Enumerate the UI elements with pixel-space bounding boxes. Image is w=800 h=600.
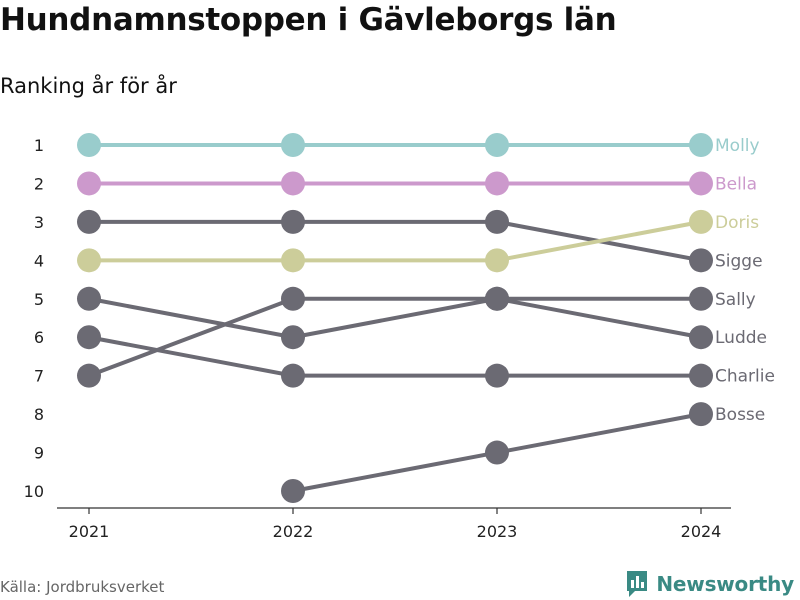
series-point-sigge (77, 209, 101, 234)
series-point-bella (77, 171, 101, 196)
series-point-molly (77, 133, 101, 157)
series-point-doris (77, 248, 101, 273)
series-point-molly (485, 133, 509, 157)
series-label-sigge: Sigge (715, 251, 763, 271)
series-point-bosse (281, 479, 305, 503)
x-tick-label: 2024 (681, 522, 722, 541)
series-lines (87, 143, 703, 493)
x-tick-label: 2022 (273, 522, 314, 541)
series-line-charlie-segment (87, 335, 295, 378)
series-line-bosse-segment (495, 412, 703, 455)
y-axis: 1 2 3 4 5 6 7 8 9 10 (24, 136, 44, 501)
brand-logo[interactable]: Newsworthy (625, 568, 794, 600)
series-line-doris-segment (495, 219, 703, 263)
series-point-charlie (281, 363, 305, 388)
series-point-molly (281, 133, 305, 157)
series-point-charlie (485, 363, 509, 388)
series-label-doris: Doris (715, 213, 759, 233)
series-line-ludde-segment (87, 296, 295, 340)
y-tick-label: 10 (24, 482, 44, 501)
series-point-sally (77, 363, 101, 388)
series-point-bella (281, 171, 305, 196)
series-point-sally (689, 286, 713, 311)
series-point-doris (689, 209, 713, 234)
bump-chart: 1 2 3 4 5 6 7 8 9 10 2021 2022 2023 2024 Charlie Boss… (24, 133, 775, 541)
series-label-sally: Sally (715, 290, 756, 310)
series-label-bosse: Bosse (715, 405, 765, 425)
series-label-bella: Bella (715, 174, 757, 194)
series-point-sigge (485, 209, 509, 234)
series-point-bella (689, 171, 713, 196)
y-tick-label: 4 (34, 251, 44, 270)
y-tick-label: 6 (34, 328, 44, 347)
series-point-bosse (689, 402, 713, 427)
y-tick-label: 3 (34, 213, 44, 232)
series-label-ludde: Ludde (715, 328, 767, 348)
series-point-doris (485, 248, 509, 273)
x-tick-label: 2021 (69, 522, 110, 541)
y-tick-label: 9 (34, 444, 44, 463)
series-points (77, 133, 713, 503)
y-tick-label: 7 (34, 367, 44, 386)
series-labels: Charlie Bosse Ludde Sally Sigge Doris Bella Mol… (715, 136, 775, 425)
x-tick-label: 2023 (477, 522, 518, 541)
series-label-molly: Molly (715, 136, 760, 156)
series-point-ludde (77, 286, 101, 311)
newsworthy-logo-icon (627, 571, 648, 597)
y-tick-label: 2 (34, 174, 44, 193)
series-point-sally (485, 286, 509, 311)
series-point-doris (281, 248, 305, 273)
series-point-ludde (281, 325, 305, 350)
series-point-molly (689, 133, 713, 157)
series-point-bosse (485, 440, 509, 465)
series-point-ludde (689, 325, 713, 350)
series-line-ludde-segment (495, 296, 703, 340)
series-point-bella (485, 171, 509, 196)
series-line-ludde-segment (291, 296, 499, 340)
series-point-charlie (689, 363, 713, 388)
series-point-sigge (689, 248, 713, 273)
series-point-sigge (281, 209, 305, 234)
x-axis: 2021 2022 2023 2024 (69, 508, 722, 541)
y-tick-label: 5 (34, 290, 44, 309)
source-note: Källa: Jordbruksverket (0, 578, 165, 596)
series-point-sally (281, 286, 305, 311)
y-tick-label: 1 (34, 136, 44, 155)
brand-name: Newsworthy (656, 572, 794, 596)
series-point-charlie (77, 325, 101, 350)
series-label-charlie: Charlie (715, 367, 775, 387)
chart-subtitle: Ranking år för år (0, 74, 177, 98)
series-line-bosse-segment (291, 450, 499, 493)
series-line-sally-segment (87, 296, 295, 378)
chart-title: Hundnamnstoppen i Gävleborgs län (0, 2, 617, 38)
y-tick-label: 8 (34, 405, 44, 424)
